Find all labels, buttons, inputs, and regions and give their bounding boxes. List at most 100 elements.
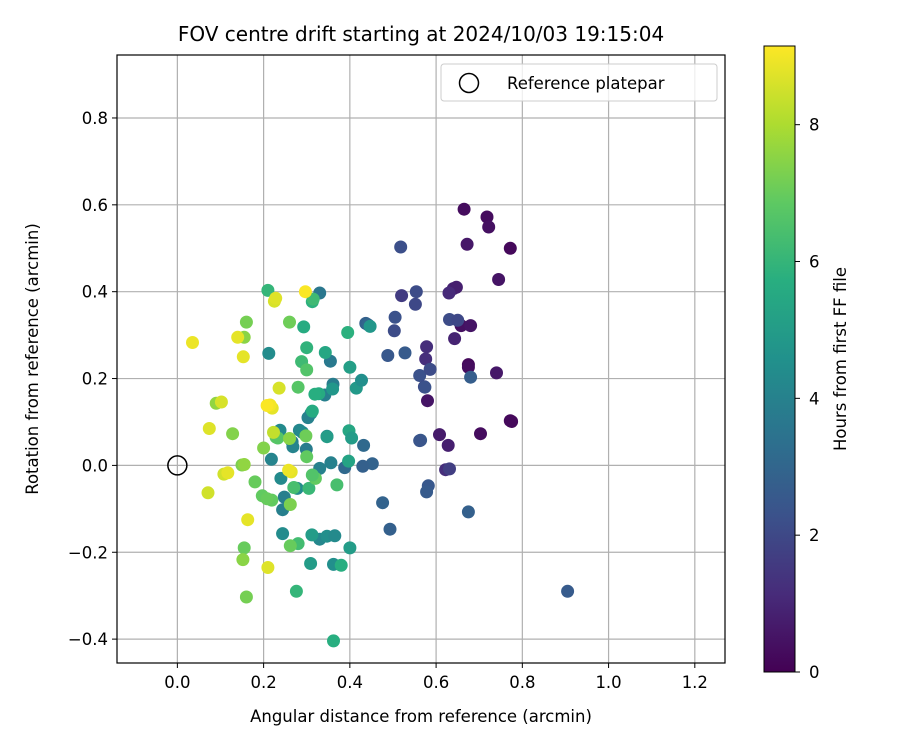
data-point xyxy=(441,438,455,452)
y-axis-ticks: −0.4 −0.2 0.0 0.2 0.4 0.6 0.8 xyxy=(68,109,117,649)
x-axis-label: Angular distance from reference (arcmin) xyxy=(250,707,592,726)
data-point xyxy=(302,481,316,495)
data-point xyxy=(388,310,402,324)
data-point xyxy=(202,422,216,435)
data-point xyxy=(394,240,408,254)
colorbar-tick-label: 0 xyxy=(809,663,820,682)
data-point xyxy=(418,380,432,394)
data-point xyxy=(257,441,271,455)
data-point xyxy=(357,438,371,452)
colorbar-tick-label: 2 xyxy=(809,526,820,545)
data-point xyxy=(262,346,276,360)
x-tick-label: 1.2 xyxy=(682,673,708,692)
data-point xyxy=(503,241,517,255)
data-point xyxy=(283,315,296,329)
y-tick-label: 0.0 xyxy=(82,456,108,475)
legend: Reference platepar xyxy=(440,63,718,102)
data-point xyxy=(409,285,423,299)
data-point xyxy=(442,286,456,300)
y-tick-label: 0.2 xyxy=(82,370,108,389)
colorbar-tick-label: 8 xyxy=(809,116,820,135)
data-point xyxy=(289,584,303,598)
data-point xyxy=(387,324,401,338)
data-point xyxy=(186,336,199,349)
data-point xyxy=(443,462,456,476)
data-point xyxy=(342,454,356,468)
data-point xyxy=(300,341,314,355)
data-point xyxy=(413,434,427,448)
data-point xyxy=(423,362,437,376)
data-point xyxy=(490,366,503,380)
data-point xyxy=(419,352,433,366)
data-point xyxy=(408,297,422,311)
data-point xyxy=(239,590,253,604)
data-point xyxy=(326,382,340,396)
chart-title: FOV centre drift starting at 2024/10/03 … xyxy=(178,22,664,46)
y-tick-label: −0.2 xyxy=(68,543,108,562)
data-point xyxy=(474,427,487,441)
data-point xyxy=(300,363,314,377)
data-point xyxy=(272,381,286,395)
data-point xyxy=(505,415,519,428)
y-tick-label: 0.6 xyxy=(82,196,108,215)
data-point xyxy=(291,380,305,394)
data-point xyxy=(241,513,255,527)
data-point xyxy=(248,475,262,489)
data-point xyxy=(231,330,245,344)
colorbar: 0 2 4 6 8 Hours from first FF file xyxy=(763,45,850,682)
data-point xyxy=(327,634,340,648)
data-point xyxy=(274,471,288,485)
data-point xyxy=(413,369,427,382)
x-tick-label: 0.4 xyxy=(337,673,363,692)
data-point xyxy=(376,496,390,510)
colorbar-gradient xyxy=(763,45,796,673)
data-point xyxy=(299,429,313,443)
colorbar-ticks: 0 2 4 6 8 xyxy=(795,116,820,682)
data-point xyxy=(461,360,475,374)
data-point xyxy=(421,394,434,408)
data-point xyxy=(276,527,290,541)
data-point xyxy=(283,539,297,553)
data-point xyxy=(282,463,296,477)
y-tick-label: −0.4 xyxy=(68,630,108,649)
data-point xyxy=(363,319,377,333)
data-point xyxy=(304,557,318,570)
data-point xyxy=(305,528,319,542)
data-point xyxy=(239,315,253,329)
data-point xyxy=(420,340,434,354)
data-point xyxy=(267,425,280,439)
data-points xyxy=(186,202,575,648)
grid xyxy=(117,55,725,663)
data-point xyxy=(236,350,250,364)
data-point xyxy=(492,273,506,286)
data-point xyxy=(398,346,412,360)
data-point xyxy=(260,399,274,412)
data-point xyxy=(269,291,283,305)
x-tick-label: 0.2 xyxy=(250,673,276,692)
colorbar-tick-label: 6 xyxy=(809,253,820,272)
data-point xyxy=(283,498,297,511)
data-point xyxy=(334,558,348,572)
legend-box xyxy=(440,63,718,102)
data-point xyxy=(355,373,368,387)
data-point xyxy=(214,395,228,409)
data-point xyxy=(261,561,275,574)
data-point xyxy=(457,202,471,216)
colorbar-tick-label: 4 xyxy=(809,389,820,408)
data-point xyxy=(308,387,322,401)
y-tick-label: 0.8 xyxy=(82,109,108,128)
data-point xyxy=(300,450,314,464)
data-point xyxy=(341,326,355,339)
data-point xyxy=(236,553,250,567)
data-point xyxy=(464,319,478,333)
data-point xyxy=(448,332,462,346)
data-point xyxy=(460,237,474,251)
x-tick-label: 0.6 xyxy=(423,673,449,692)
data-point xyxy=(420,485,434,499)
colorbar-label: Hours from first FF file xyxy=(831,267,850,451)
x-tick-label: 1.0 xyxy=(595,673,621,692)
x-tick-label: 0.0 xyxy=(164,673,190,692)
data-point xyxy=(320,430,334,444)
data-point xyxy=(264,452,278,466)
